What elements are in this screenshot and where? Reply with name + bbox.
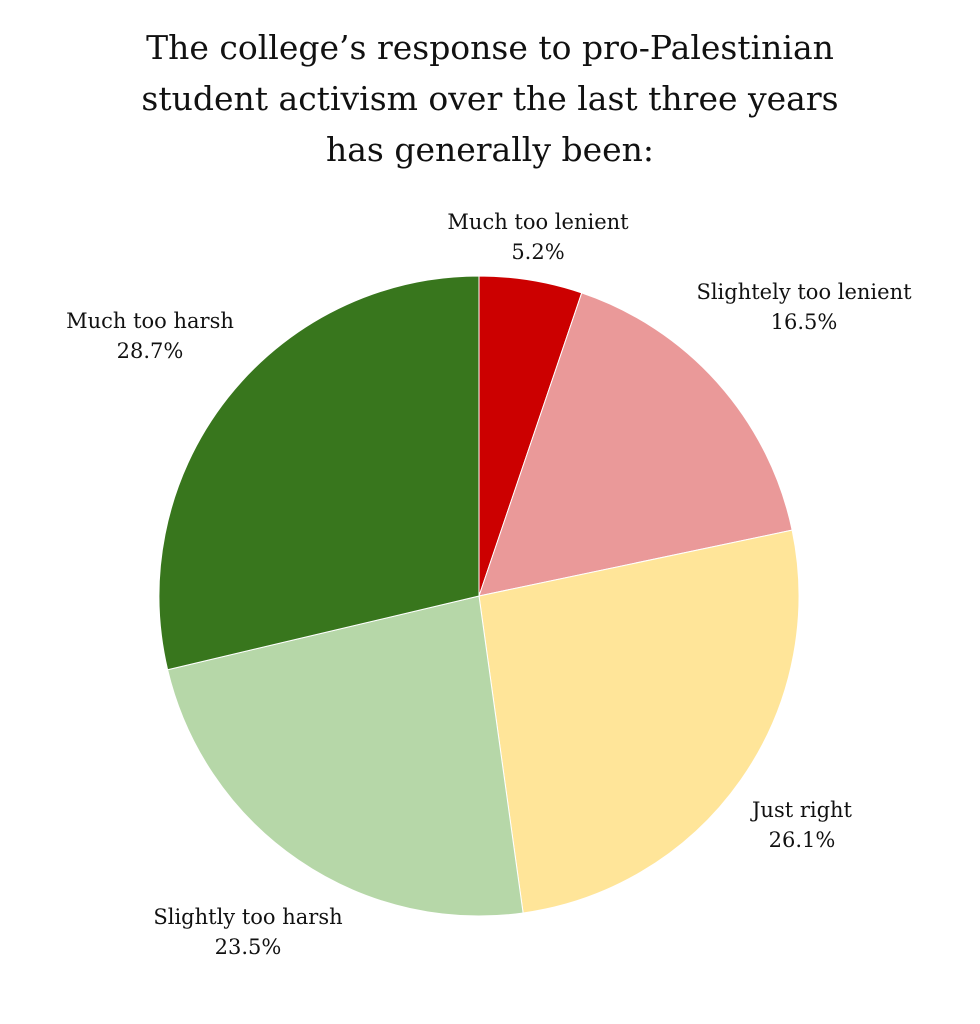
chart-title-line: The college’s response to pro-Palestinia… [146,28,834,67]
pie-slice-much-too-harsh [158,275,480,671]
slice-label-value: 26.1% [768,828,836,852]
slice-label-text: Just right [752,798,852,822]
slice-label-just-right: Just right 26.1% [752,795,852,855]
slice-label-much-too-harsh: Much too harsh 28.7% [66,306,234,366]
slice-label-slightly-too-harsh: Slightly too harsh 23.5% [153,902,342,962]
slice-label-much-too-lenient: Much too lenient 5.2% [447,207,628,267]
pie-slice-just-right [478,529,800,914]
slice-label-value: 16.5% [770,310,838,334]
pie-slice-slightely-too-lenient [478,292,793,597]
slice-label-value: 5.2% [511,240,565,264]
slice-label-text: Slightely too lenient [696,280,912,304]
chart-title-line: student activism over the last three yea… [141,79,839,118]
slice-label-value: 23.5% [214,935,282,959]
slice-label-slightly-too-lenient: Slightely too lenient 16.5% [696,277,911,337]
chart-title-line: has generally been: [325,130,655,169]
slice-label-text: Much too harsh [66,309,234,333]
slice-label-value: 28.7% [116,339,184,363]
chart-title: The college’s response to pro-Palestinia… [0,22,980,175]
pie-slice-slightly-too-harsh [167,595,524,917]
slice-label-text: Much too lenient [447,210,629,234]
slice-label-text: Slightly too harsh [153,905,343,929]
